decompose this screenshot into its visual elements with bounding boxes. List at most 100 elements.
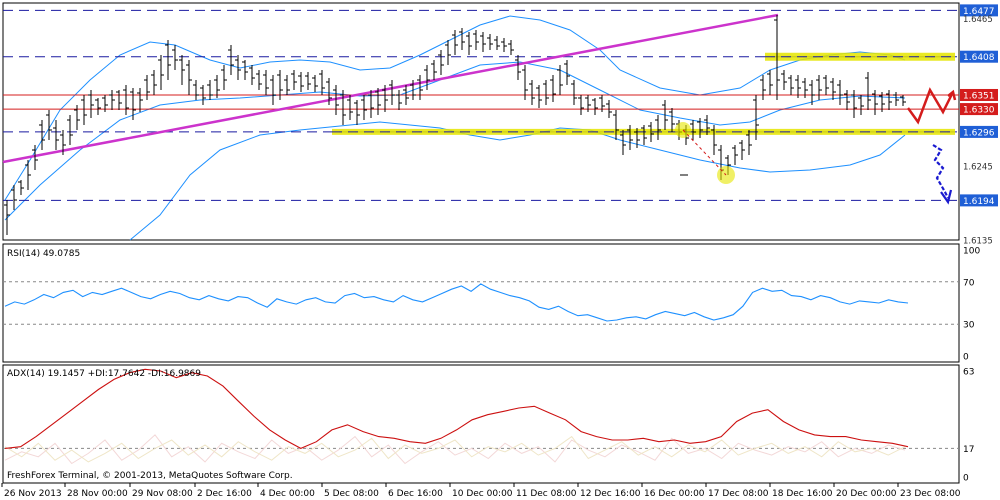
candle xyxy=(452,30,458,55)
candle xyxy=(340,90,346,125)
x-tick-label: 18 Dec 16:00 xyxy=(772,489,833,499)
candle xyxy=(207,80,213,100)
forecast-red-path xyxy=(906,87,955,125)
candle xyxy=(102,95,108,112)
candle xyxy=(459,28,465,50)
candle xyxy=(165,40,171,80)
price-tick-label: 1.6477 xyxy=(963,7,995,17)
forecast-red-arrowhead xyxy=(947,89,957,101)
price-tag-bg xyxy=(960,50,998,63)
candle xyxy=(648,122,654,142)
candle xyxy=(529,80,535,105)
candle xyxy=(802,78,808,98)
candle xyxy=(53,120,59,150)
candle xyxy=(487,34,493,50)
trend-line xyxy=(2,13,779,164)
candle xyxy=(704,115,710,135)
price-tick-label: 1.6135 xyxy=(963,237,993,247)
candle xyxy=(760,75,766,100)
candle xyxy=(256,70,262,90)
candle xyxy=(4,200,10,235)
candle xyxy=(396,90,402,110)
candle xyxy=(823,75,829,95)
candle xyxy=(844,90,850,110)
candle xyxy=(739,140,745,160)
candle xyxy=(67,115,73,145)
rsi-tick-label: 100 xyxy=(963,247,980,257)
candle xyxy=(550,75,556,102)
candle xyxy=(109,90,115,110)
rsi-tick-label: 70 xyxy=(963,278,975,288)
candle xyxy=(221,65,227,90)
candle xyxy=(858,95,864,115)
candle xyxy=(333,85,339,115)
candle xyxy=(312,75,318,92)
candle xyxy=(606,100,612,118)
candle xyxy=(32,145,38,170)
candle xyxy=(438,50,444,75)
adx-label: ADX(14) 19.1457 +DI:17.7642 -DI:16.9869 xyxy=(7,369,201,379)
candle xyxy=(585,95,591,112)
candle xyxy=(284,75,290,95)
rsi-layer xyxy=(3,281,959,325)
candle xyxy=(214,75,220,98)
candle xyxy=(746,130,752,155)
bollinger-middle xyxy=(4,61,906,221)
candle xyxy=(319,70,325,95)
price-tag-bg xyxy=(960,125,998,138)
rsi-tick-label: 30 xyxy=(963,321,975,331)
x-tick-label: 29 Nov 08:00 xyxy=(132,489,193,499)
candle xyxy=(291,70,297,90)
candle xyxy=(137,88,143,112)
x-tick-label: 11 Dec 08:00 xyxy=(516,489,577,499)
candle xyxy=(837,80,843,105)
marker-connector xyxy=(682,129,727,176)
candle xyxy=(613,110,619,140)
candle xyxy=(410,80,416,100)
candle xyxy=(186,60,192,95)
adx-tick-label: 0 xyxy=(963,474,969,484)
candle xyxy=(879,92,885,112)
candle xyxy=(697,118,703,138)
candle xyxy=(795,75,801,98)
candle xyxy=(655,115,661,140)
candle xyxy=(781,70,787,90)
candle xyxy=(200,85,206,105)
candle xyxy=(81,95,87,125)
adx-minus-di-line xyxy=(4,435,906,463)
price-tick-label: 1.6194 xyxy=(963,197,995,207)
candle xyxy=(382,85,388,112)
x-tick-label: 26 Nov 2013 xyxy=(4,489,62,499)
candle xyxy=(634,128,640,148)
price-tick-label: 1.6296 xyxy=(963,128,995,138)
candle xyxy=(788,75,794,95)
adx-tick-label: 17 xyxy=(963,445,974,455)
price-tag-bg xyxy=(960,103,998,116)
x-tick-label: 16 Dec 00:00 xyxy=(644,489,705,499)
candle xyxy=(564,60,570,85)
candle xyxy=(571,80,577,105)
candle xyxy=(865,72,871,110)
price-layer xyxy=(2,9,959,241)
forecast-blue-path xyxy=(932,144,949,199)
candle xyxy=(242,60,248,80)
candle xyxy=(18,180,24,195)
candle xyxy=(515,55,521,80)
candle xyxy=(417,75,423,100)
candle xyxy=(60,130,66,155)
candle xyxy=(270,75,276,105)
candle xyxy=(11,185,17,210)
candle xyxy=(578,95,584,115)
candle xyxy=(494,36,500,50)
candle xyxy=(774,15,780,100)
rsi-label: RSI(14) 49.0785 xyxy=(7,249,80,259)
rsi-tick-label: 0 xyxy=(963,353,969,363)
candle xyxy=(543,80,549,105)
candle xyxy=(809,80,815,105)
price-tick-label: 1.6245 xyxy=(963,163,993,173)
adx-tick-label: 63 xyxy=(963,368,974,378)
candle xyxy=(74,105,80,130)
candle xyxy=(403,85,409,105)
